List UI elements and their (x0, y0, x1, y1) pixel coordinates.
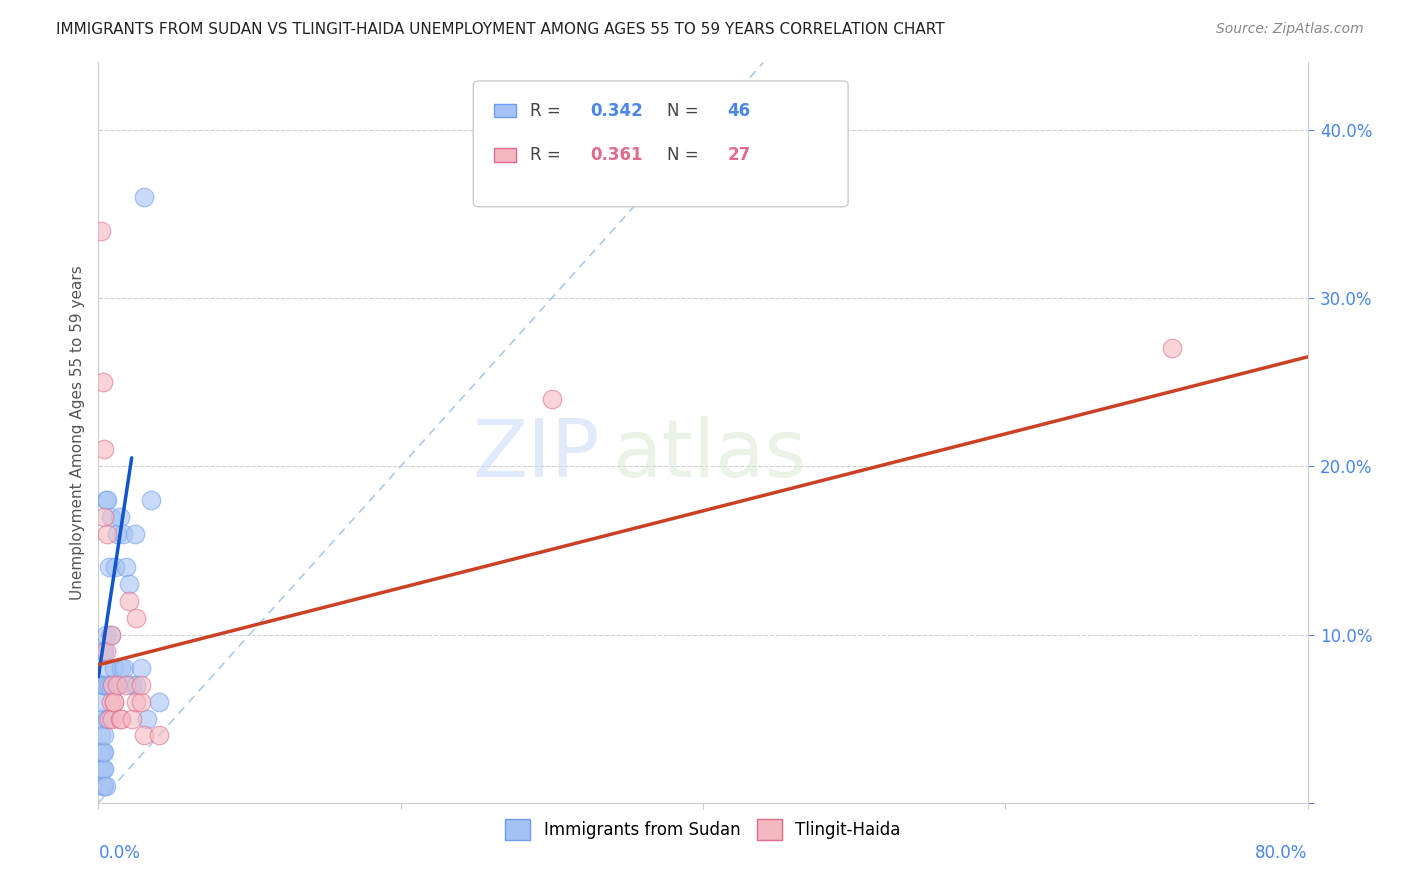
Legend: Immigrants from Sudan, Tlingit-Haida: Immigrants from Sudan, Tlingit-Haida (499, 813, 907, 847)
Point (1160, 342, 1182, 356)
Text: 0.342: 0.342 (591, 102, 644, 120)
Text: Source: ZipAtlas.com: Source: ZipAtlas.com (1216, 22, 1364, 37)
Point (107, 678, 129, 692)
Point (111, 526, 134, 541)
Point (101, 678, 124, 692)
Point (90, 729, 112, 743)
Point (112, 661, 135, 675)
Point (93, 779, 115, 793)
Point (125, 695, 148, 709)
Y-axis label: Unemployment Among Ages 55 to 59 years: Unemployment Among Ages 55 to 59 years (69, 265, 84, 600)
Text: 27: 27 (727, 146, 751, 164)
Point (132, 729, 155, 743)
Text: atlas: atlas (613, 416, 807, 494)
Point (135, 712, 157, 726)
Point (93, 745, 115, 759)
Point (98, 678, 121, 692)
Point (121, 678, 143, 692)
Point (125, 610, 148, 624)
FancyBboxPatch shape (494, 103, 516, 117)
Text: ZIP: ZIP (472, 416, 600, 494)
Point (96, 492, 118, 507)
Point (129, 678, 152, 692)
Point (114, 678, 136, 692)
Point (93, 644, 115, 658)
Point (91, 644, 114, 658)
Text: N =: N = (666, 146, 703, 164)
Point (103, 695, 125, 709)
Text: 80.0%: 80.0% (1256, 844, 1308, 862)
Point (94, 644, 117, 658)
Text: IMMIGRANTS FROM SUDAN VS TLINGIT-HAIDA UNEMPLOYMENT AMONG AGES 55 TO 59 YEARS CO: IMMIGRANTS FROM SUDAN VS TLINGIT-HAIDA U… (56, 22, 945, 37)
Text: R =: R = (530, 102, 567, 120)
Point (100, 695, 122, 709)
Point (98, 712, 121, 726)
Point (118, 594, 141, 608)
Point (94, 627, 117, 641)
Point (93, 509, 115, 524)
Point (93, 729, 115, 743)
Point (96, 661, 118, 675)
Point (91, 678, 114, 692)
Point (96, 526, 118, 541)
Point (90, 695, 112, 709)
Point (101, 678, 124, 692)
Point (125, 678, 148, 692)
Point (124, 526, 146, 541)
Point (101, 712, 124, 726)
Point (110, 712, 132, 726)
Point (90, 224, 112, 238)
Text: 0.0%: 0.0% (98, 844, 141, 862)
Point (100, 627, 122, 641)
Point (108, 509, 131, 524)
Point (141, 492, 163, 507)
Point (103, 661, 125, 675)
Point (100, 509, 122, 524)
Point (540, 392, 562, 406)
Point (91, 779, 114, 793)
Point (118, 577, 141, 591)
Point (91, 745, 114, 759)
FancyBboxPatch shape (494, 148, 516, 161)
Point (110, 661, 132, 675)
Text: 0.361: 0.361 (591, 146, 643, 164)
Point (93, 442, 115, 457)
Point (94, 678, 117, 692)
Point (93, 762, 115, 776)
Point (103, 695, 125, 709)
Point (108, 712, 131, 726)
FancyBboxPatch shape (474, 81, 848, 207)
Point (148, 695, 170, 709)
Point (90, 745, 112, 759)
Point (91, 762, 114, 776)
Point (94, 492, 117, 507)
Point (94, 779, 117, 793)
Point (90, 712, 112, 726)
Point (100, 627, 122, 641)
Point (129, 695, 152, 709)
Point (114, 560, 136, 574)
Point (148, 729, 170, 743)
Point (93, 678, 115, 692)
Point (132, 190, 155, 204)
Point (129, 661, 152, 675)
Text: 46: 46 (727, 102, 751, 120)
Point (98, 560, 121, 574)
Text: R =: R = (530, 146, 567, 164)
Point (91, 375, 114, 389)
Point (104, 560, 127, 574)
Point (105, 526, 128, 541)
Text: N =: N = (666, 102, 703, 120)
Point (121, 712, 143, 726)
Point (105, 678, 128, 692)
Point (96, 712, 118, 726)
Point (90, 762, 112, 776)
